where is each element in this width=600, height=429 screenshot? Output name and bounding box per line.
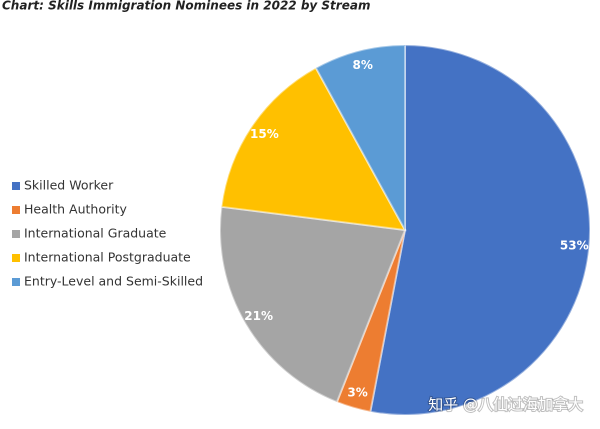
legend-label: Health Authority: [24, 202, 127, 217]
data-label: 8%: [353, 58, 373, 72]
pie-slice: [335, 229, 406, 413]
data-label: 53%: [560, 238, 589, 252]
data-label: 15%: [250, 127, 279, 141]
pie-slice: [220, 66, 407, 232]
legend-swatch: [12, 182, 20, 190]
pie-slice: [219, 205, 407, 404]
chart-title: Chart: Skills Immigration Nominees in 20…: [2, 0, 370, 13]
data-label: 21%: [244, 309, 273, 323]
legend-swatch: [12, 206, 20, 214]
watermark: 知乎 @八仙过海加拿大: [428, 396, 583, 414]
legend-label: Skilled Worker: [24, 178, 114, 193]
legend-swatch: [12, 254, 20, 262]
legend-label: International Postgraduate: [24, 250, 191, 265]
legend-label: International Graduate: [24, 226, 167, 241]
pie-slice: [314, 43, 406, 231]
legend-label: Entry-Level and Semi-Skilled: [24, 274, 203, 289]
pie-slice: [369, 43, 591, 416]
legend-swatch: [12, 278, 20, 286]
data-label: 3%: [347, 386, 367, 400]
legend-swatch: [12, 230, 20, 238]
